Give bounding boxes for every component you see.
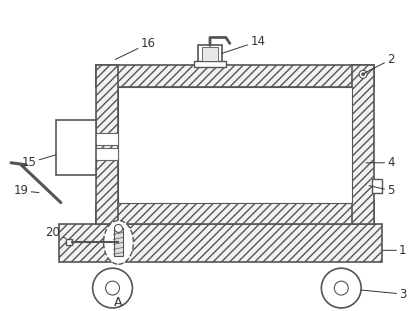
Bar	[56, 120, 95, 175]
Bar	[90, 148, 118, 160]
Text: 14: 14	[221, 35, 265, 53]
Bar	[117, 87, 351, 202]
Circle shape	[333, 281, 347, 295]
Bar	[351, 65, 373, 225]
Circle shape	[361, 73, 364, 76]
Text: 1: 1	[381, 244, 406, 257]
Text: 5: 5	[368, 184, 394, 197]
Bar	[90, 133, 118, 145]
Bar	[197, 45, 221, 67]
Ellipse shape	[103, 220, 133, 264]
Text: 4: 4	[365, 156, 394, 169]
Text: A: A	[114, 295, 122, 309]
Bar	[95, 65, 373, 87]
Text: 3: 3	[360, 288, 406, 300]
Circle shape	[358, 70, 366, 78]
Text: 19: 19	[14, 184, 39, 197]
Text: 2: 2	[363, 53, 394, 73]
Bar	[202, 48, 217, 61]
Text: 20: 20	[45, 226, 66, 239]
Bar	[95, 202, 373, 225]
Circle shape	[105, 281, 119, 295]
Bar	[371, 179, 381, 193]
Bar	[194, 61, 225, 67]
Bar	[59, 225, 381, 262]
Circle shape	[114, 225, 122, 232]
Bar	[113, 228, 123, 256]
Bar	[95, 65, 117, 225]
Circle shape	[320, 268, 360, 308]
Text: 16: 16	[115, 37, 155, 59]
Text: 15: 15	[21, 155, 56, 169]
Bar	[66, 239, 71, 245]
Circle shape	[93, 268, 132, 308]
